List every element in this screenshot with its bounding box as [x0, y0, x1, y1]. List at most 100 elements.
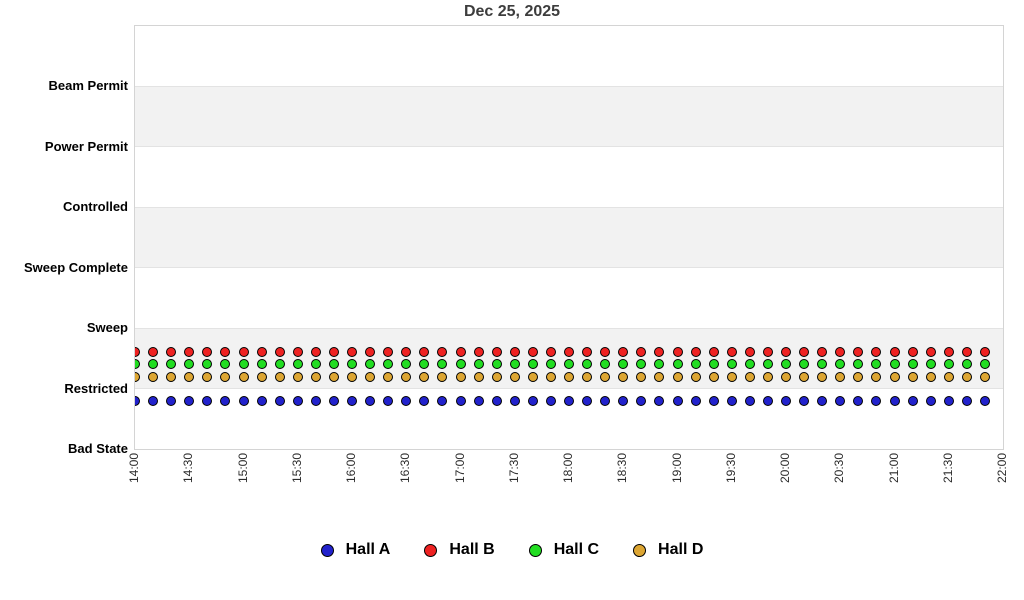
data-point-hall-a — [762, 396, 773, 407]
data-point-hall-b — [238, 346, 249, 357]
data-point-hall-b — [799, 346, 810, 357]
data-point-hall-c — [220, 359, 231, 370]
legend: Hall A Hall B Hall C Hall D — [0, 541, 1024, 559]
data-point-hall-c — [545, 359, 556, 370]
data-point-hall-d — [726, 372, 737, 383]
data-point-hall-d — [184, 372, 195, 383]
data-point-hall-d — [961, 372, 972, 383]
data-point-hall-c — [274, 359, 285, 370]
y-axis-label: Bad State — [68, 441, 128, 456]
data-point-hall-a — [135, 396, 140, 407]
data-point-hall-d — [328, 372, 339, 383]
data-point-hall-d — [274, 372, 285, 383]
data-point-hall-d — [672, 372, 683, 383]
data-point-hall-a — [564, 396, 574, 407]
data-point-hall-a — [274, 396, 285, 407]
data-point-hall-d — [419, 372, 430, 383]
data-point-hall-d — [220, 372, 231, 383]
data-point-hall-d — [708, 372, 719, 383]
data-point-hall-d — [256, 372, 267, 383]
data-point-hall-a — [491, 396, 502, 407]
x-axis-tick-label: 22:00 — [995, 453, 1009, 484]
grid-band — [135, 86, 1003, 147]
data-point-hall-a — [961, 396, 972, 407]
data-point-hall-c — [961, 359, 972, 370]
data-point-hall-b — [853, 346, 864, 357]
data-point-hall-c — [853, 359, 864, 370]
data-point-hall-b — [835, 346, 846, 357]
data-point-hall-a — [202, 396, 213, 407]
legend-marker-icon — [320, 543, 334, 557]
data-point-hall-d — [545, 372, 556, 383]
data-point-hall-c — [943, 359, 954, 370]
data-point-hall-c — [419, 359, 430, 370]
data-point-hall-b — [889, 346, 900, 357]
legend-item-hall-a: Hall A — [320, 541, 391, 559]
plot-area — [135, 26, 1003, 449]
legend-label: Hall B — [449, 541, 495, 558]
data-point-hall-b — [744, 346, 755, 357]
data-point-hall-b — [636, 346, 647, 357]
data-point-hall-d — [527, 372, 538, 383]
data-point-hall-a — [582, 396, 593, 407]
data-point-hall-a — [907, 396, 918, 407]
data-point-hall-a — [654, 396, 665, 407]
data-point-hall-d — [817, 372, 828, 383]
x-axis-tick-label: 20:00 — [778, 453, 792, 484]
data-point-hall-c — [256, 359, 267, 370]
x-axis-tick-label: 16:00 — [344, 453, 358, 484]
data-point-hall-d — [509, 372, 520, 383]
data-point-hall-b — [148, 346, 159, 357]
data-point-hall-d — [292, 372, 303, 383]
data-point-hall-c — [527, 359, 538, 370]
data-point-hall-b — [762, 346, 773, 357]
data-point-hall-c — [817, 359, 828, 370]
y-axis-label: Sweep Complete — [23, 259, 128, 275]
data-point-hall-d — [943, 372, 954, 383]
data-point-hall-b — [582, 346, 593, 357]
data-point-hall-c — [401, 359, 412, 370]
data-point-hall-d — [202, 372, 213, 383]
data-point-hall-b — [437, 346, 448, 357]
data-point-hall-c — [889, 359, 900, 370]
data-point-hall-d — [907, 372, 918, 383]
data-point-hall-a — [256, 396, 267, 407]
data-point-hall-b — [690, 346, 701, 357]
data-point-hall-a — [401, 396, 412, 407]
data-point-hall-c — [600, 359, 611, 370]
data-point-hall-a — [365, 396, 376, 407]
y-axis-label: Restricted — [64, 380, 128, 396]
data-point-hall-a — [328, 396, 339, 407]
data-point-hall-b — [256, 346, 267, 357]
data-point-hall-c — [184, 359, 195, 370]
data-point-hall-a — [148, 396, 159, 407]
data-point-hall-b — [473, 346, 484, 357]
data-point-hall-d — [654, 372, 665, 383]
legend-label: Hall A — [345, 541, 391, 558]
data-point-hall-c — [238, 359, 249, 370]
data-point-hall-b — [527, 346, 538, 357]
data-point-hall-d — [925, 372, 936, 383]
data-point-hall-d — [618, 372, 629, 383]
data-point-hall-d — [491, 372, 502, 383]
data-point-hall-b — [135, 346, 140, 357]
data-point-hall-d — [636, 372, 647, 383]
data-point-hall-c — [383, 359, 394, 370]
legend-marker-icon — [633, 543, 647, 557]
data-point-hall-b — [419, 346, 430, 357]
data-point-hall-b — [365, 346, 376, 357]
data-point-hall-d — [979, 372, 990, 383]
data-point-hall-a — [419, 396, 430, 407]
data-point-hall-c — [744, 359, 755, 370]
data-point-hall-c — [166, 359, 177, 370]
y-axis-label: Power Permit — [44, 138, 128, 154]
data-point-hall-d — [455, 372, 466, 383]
data-point-hall-c — [148, 359, 159, 370]
data-point-hall-c — [835, 359, 846, 370]
data-point-hall-d — [166, 372, 177, 383]
data-point-hall-a — [618, 396, 629, 407]
data-point-hall-a — [871, 396, 882, 407]
x-axis-tick-label: 14:00 — [127, 453, 141, 484]
data-point-hall-b — [726, 346, 737, 357]
data-point-hall-a — [817, 396, 828, 407]
